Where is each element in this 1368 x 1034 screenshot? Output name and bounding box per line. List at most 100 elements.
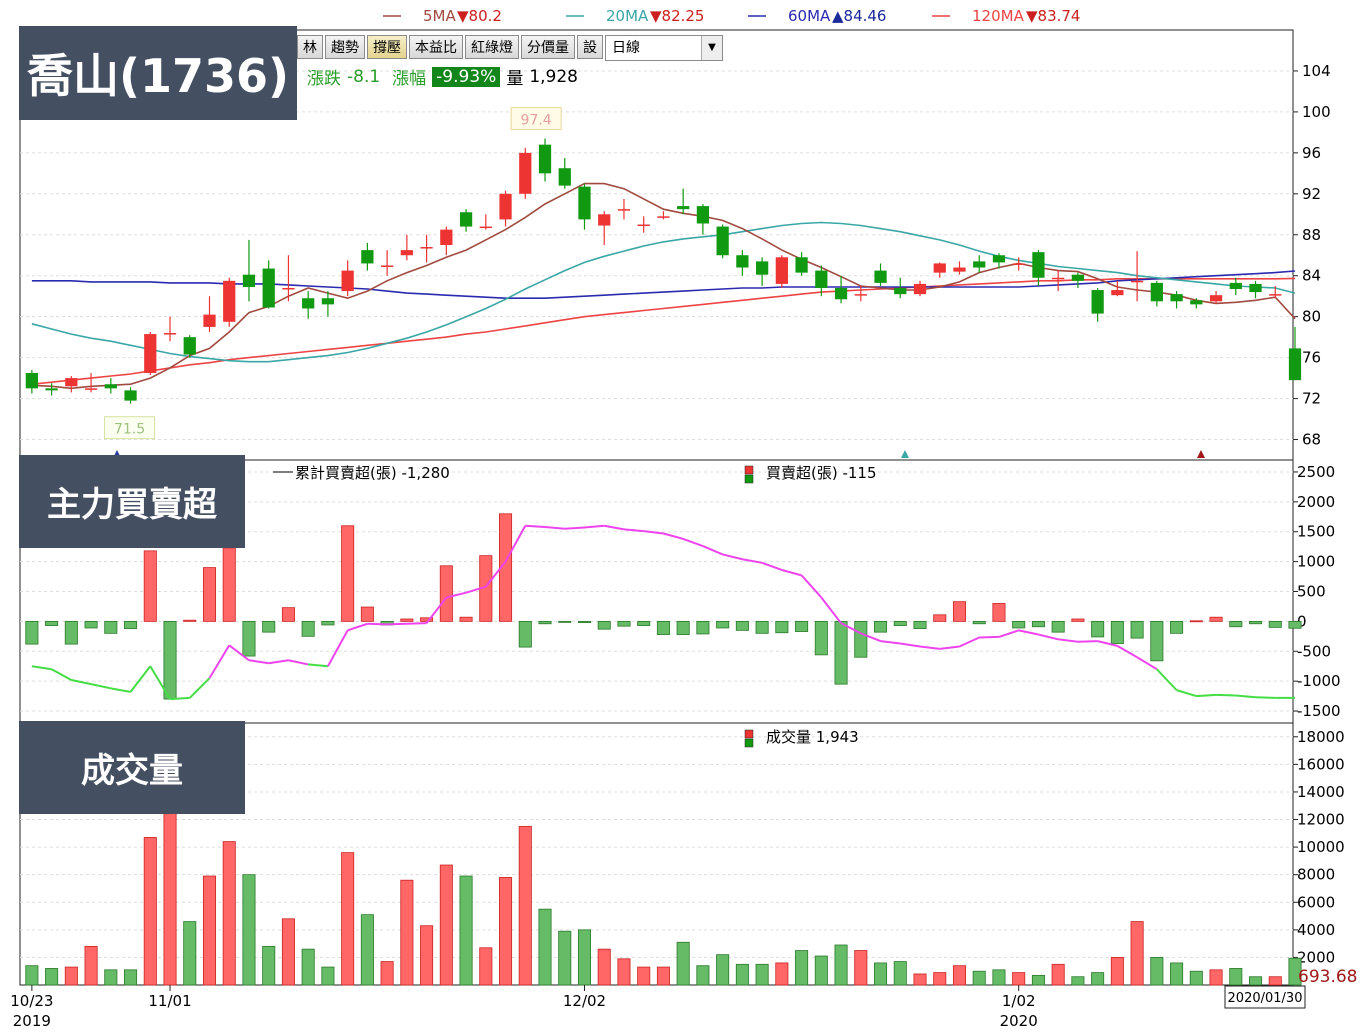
cumulative-line-segment (939, 645, 960, 650)
volume-bar (64, 966, 78, 986)
cumulative-line-segment (51, 668, 72, 681)
inst-bar (874, 620, 888, 633)
candle-body (1269, 294, 1282, 296)
vol-tick-label: 6000 (1297, 893, 1335, 911)
x-tick-label: 11/01 (148, 992, 191, 1010)
volume-bar (479, 947, 493, 986)
candle-body (953, 267, 966, 272)
candle-body (144, 334, 157, 373)
vol-legend-up-swatch (744, 729, 754, 739)
volume-bar (341, 852, 355, 986)
inst-bar (202, 567, 217, 622)
tool-button-trend[interactable]: 趨勢 (325, 35, 365, 59)
period-select[interactable]: 日線 ▼ (605, 35, 723, 61)
volume-bar (1012, 972, 1026, 986)
vol-tick-label: 10000 (1297, 838, 1345, 856)
cumulative-line-segment (387, 622, 407, 626)
volume-bar (104, 969, 118, 986)
inst-bar (143, 550, 157, 622)
volume-bar (597, 948, 611, 986)
candle-body (657, 216, 670, 218)
volume-bar (202, 875, 217, 986)
volume-bar (755, 963, 769, 986)
cumulative-line-segment (485, 560, 507, 588)
candle-body (203, 314, 216, 327)
inst-tick-label: 2500 (1297, 463, 1335, 481)
inst-bar (814, 620, 828, 656)
price-tick-label: 92 (1302, 185, 1321, 203)
chevron-down-icon[interactable]: ▼ (701, 36, 722, 60)
vol-tick-label: 4000 (1297, 921, 1335, 939)
inst-bar (1209, 616, 1223, 622)
candle-body (440, 229, 453, 245)
volume-value: 1,928 (529, 66, 578, 87)
inst-bar (222, 547, 236, 622)
change-value: -8.1 (347, 66, 381, 87)
volume-bar (84, 945, 98, 986)
candle-body (716, 226, 729, 256)
cumulative-line-segment (288, 659, 309, 666)
inst-tick-label: 1500 (1297, 523, 1335, 541)
ma5-line (31, 182, 1296, 390)
inst-bar (104, 620, 118, 634)
inst-bar (1110, 620, 1124, 644)
inst-bar (25, 620, 39, 645)
tool-button-settings[interactable]: 設 (577, 35, 603, 59)
volume-bar (360, 914, 374, 986)
price-tick-label: 100 (1302, 103, 1331, 121)
volume-bar (25, 965, 39, 986)
candle-body (1130, 280, 1144, 283)
volume-bar (1268, 976, 1282, 986)
inst-bar (933, 614, 947, 622)
tool-button-price-volume[interactable]: 分價量 (521, 35, 575, 59)
cumulative-line-segment (308, 663, 329, 668)
candle-body (933, 263, 946, 273)
inst-bar (124, 620, 138, 629)
tool-button-forest[interactable]: 林 (297, 35, 323, 59)
tool-button-signal[interactable]: 紅綠燈 (465, 35, 519, 59)
panel-frame-3 (19, 722, 1294, 986)
vol-legend-down-swatch (744, 738, 754, 748)
inst-bar (1189, 620, 1203, 623)
cumulative-line-segment (90, 683, 112, 690)
inst-bar (1012, 620, 1026, 629)
candle-body (677, 206, 690, 210)
volume-bar (45, 968, 59, 986)
cumulative-line-segment (525, 524, 546, 528)
inst-bar (163, 620, 177, 700)
volume-bar (775, 962, 789, 986)
cumulative-line-segment (800, 574, 823, 599)
cumulative-line-segment (169, 696, 190, 701)
inst-bar (538, 620, 552, 625)
volume-bar (420, 925, 434, 986)
volume-bar (1209, 969, 1223, 986)
candle-body (913, 283, 927, 295)
red-marker-icon (1197, 450, 1205, 458)
cumulative-line-segment (1097, 640, 1118, 647)
candle-body (696, 206, 710, 224)
cumulative-line-segment (1176, 689, 1197, 698)
inst-tick-label: 0 (1297, 612, 1307, 630)
tool-button-pe[interactable]: 本益比 (409, 35, 463, 59)
inst-bar (755, 620, 769, 634)
cumulative-line-segment (129, 665, 152, 693)
cumulative-line-segment (643, 530, 664, 535)
candle-body (775, 257, 788, 284)
candle-body (459, 212, 473, 227)
x-tick-label: 12/02 (563, 992, 606, 1010)
candle-body (302, 298, 315, 309)
tool-button-support[interactable]: 撐壓 (367, 35, 407, 59)
inst-bar (893, 620, 907, 626)
cumulative-line-segment (327, 629, 349, 667)
cumulative-line-segment (228, 644, 250, 662)
candle-body (598, 214, 611, 226)
cumulative-line-segment (919, 645, 940, 650)
price-tick-label: 80 (1302, 308, 1321, 326)
volume-panel-badge: 成交量 (19, 721, 245, 814)
volume-bar (242, 874, 256, 986)
ma-legend-name: 120MA (972, 7, 1025, 25)
candle-body (795, 257, 808, 273)
candle-body (519, 152, 532, 194)
volume-bar (222, 841, 236, 986)
candle-body (736, 255, 749, 268)
